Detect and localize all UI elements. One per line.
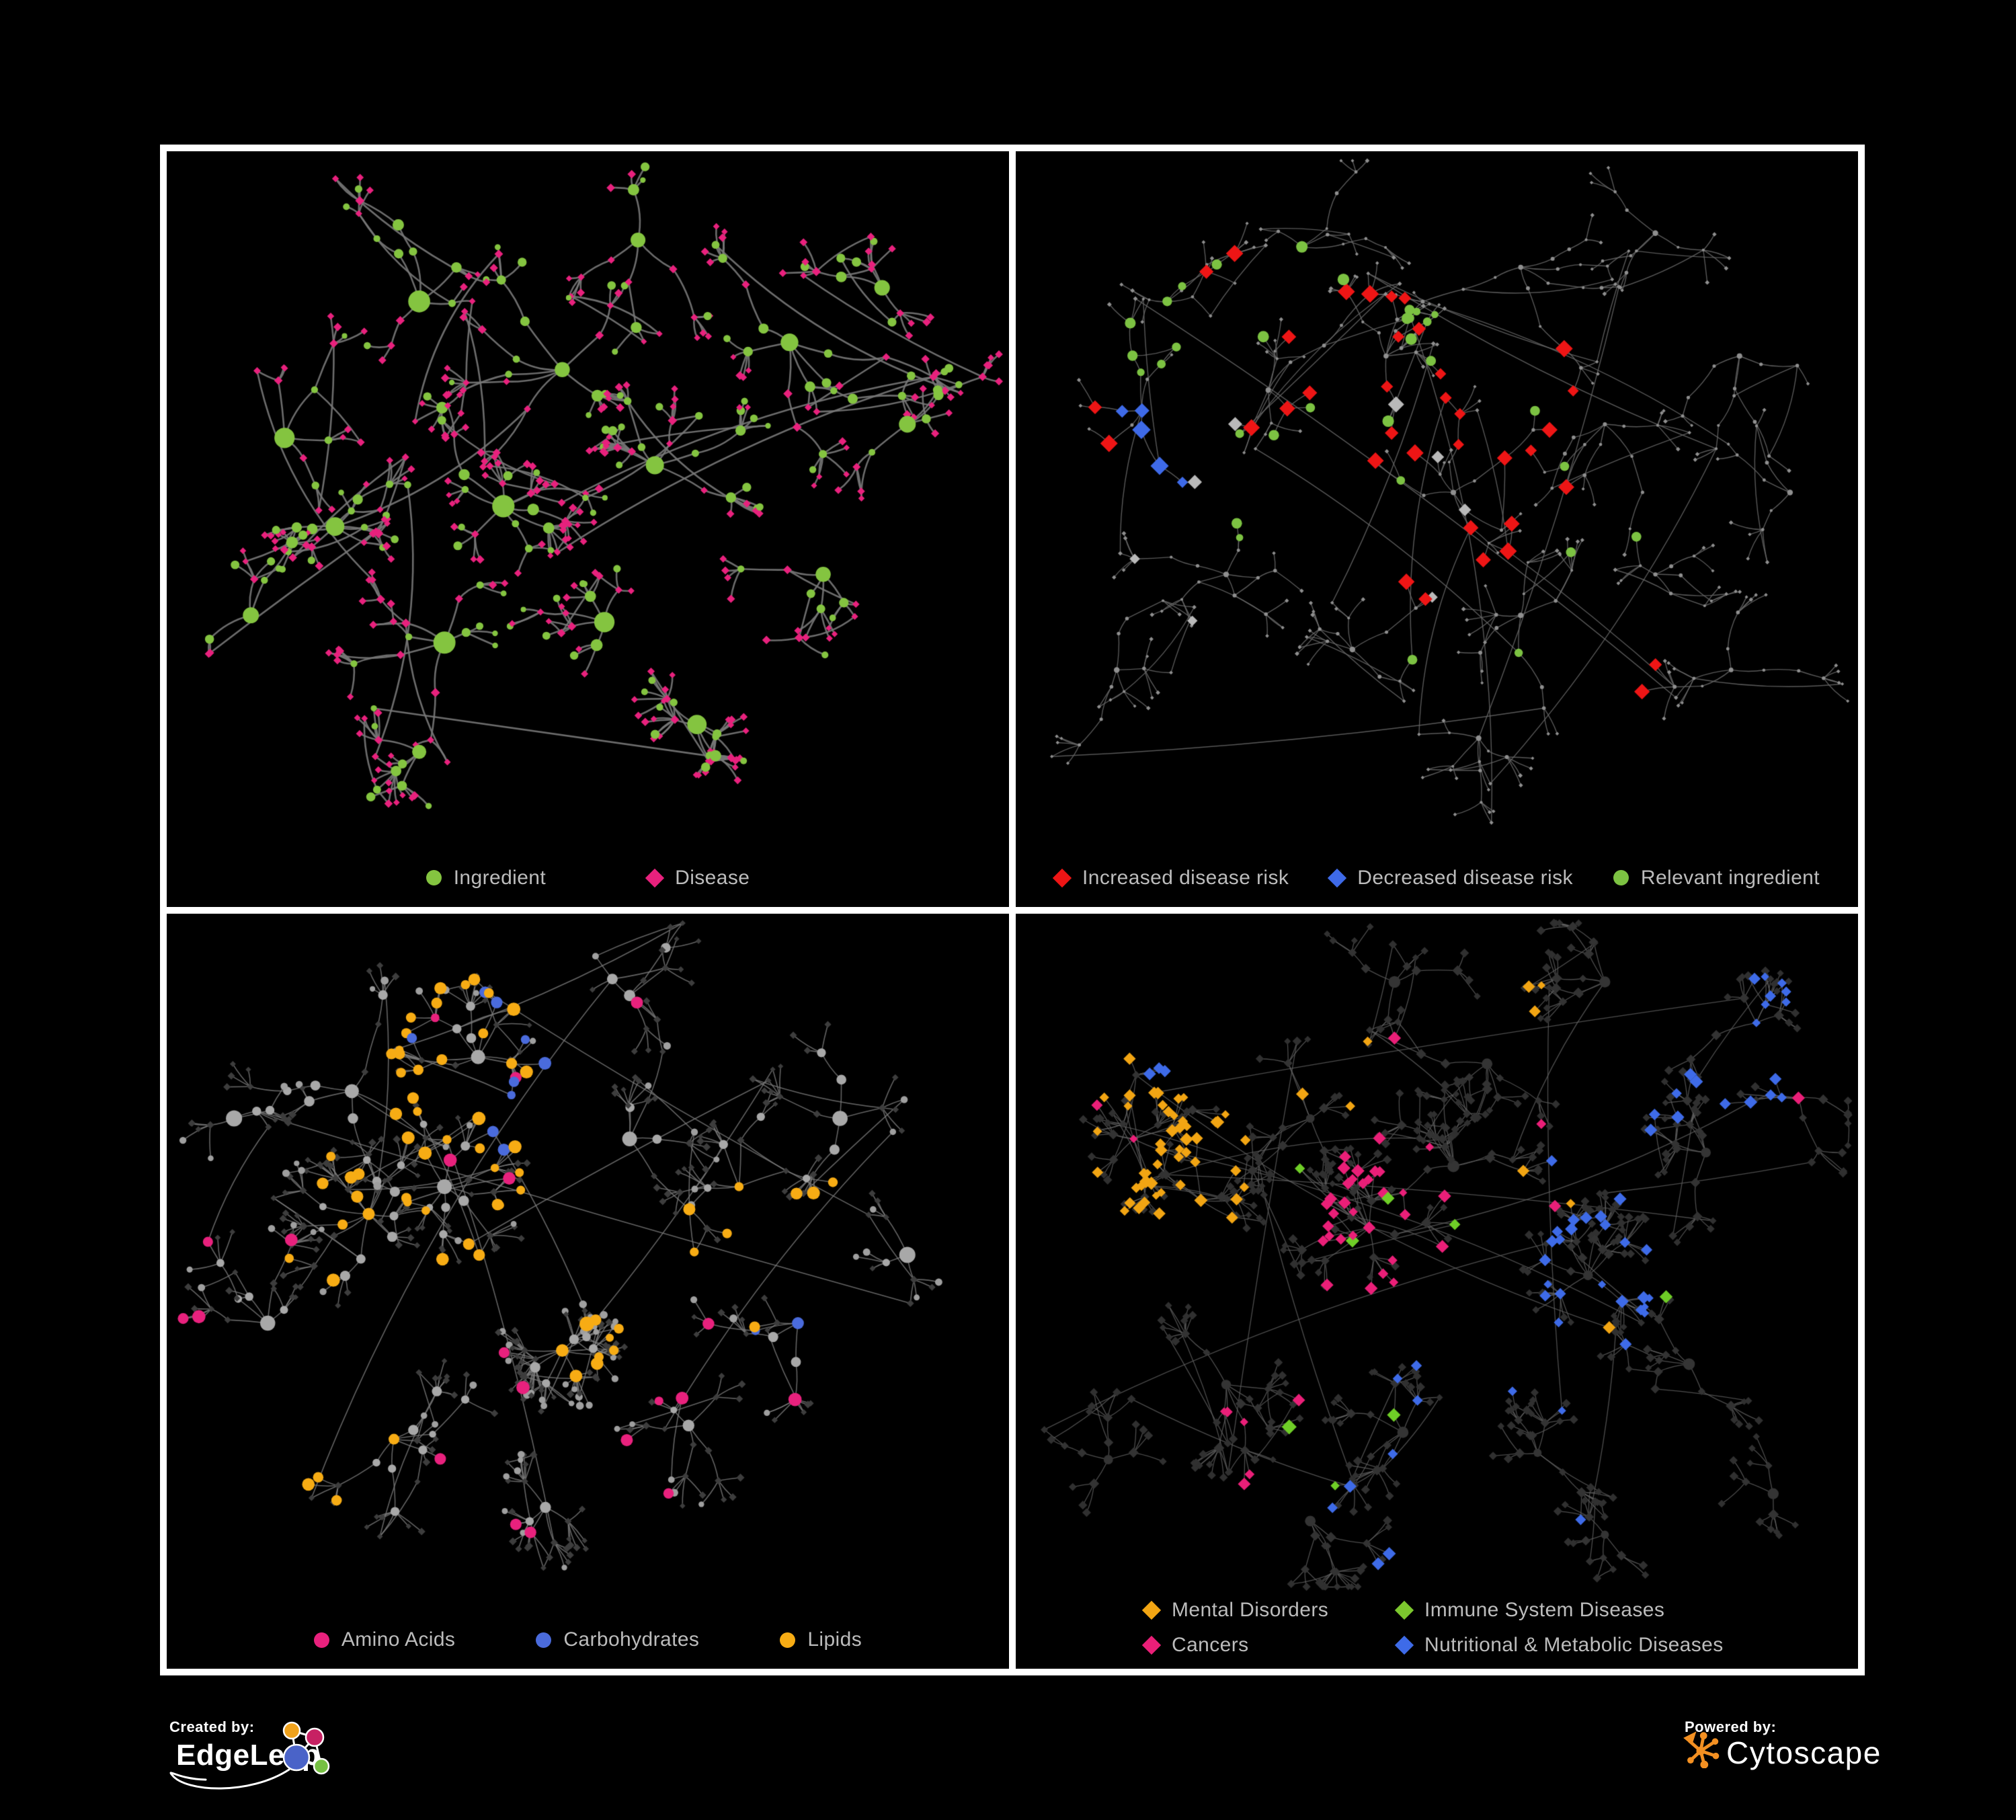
- cytoscape-logo-icon: [1683, 1731, 1720, 1768]
- edgeleap-node-crimson: [305, 1727, 325, 1747]
- network-canvas-disease-category: [1016, 913, 1857, 1596]
- panel-nutrient-class: Amino Acids Carbohydrates Lipids: [167, 913, 1009, 1669]
- legend-disease-risk: Increased disease risk Decreased disease…: [1016, 867, 1858, 889]
- legend-label: Relevant ingredient: [1640, 866, 1820, 889]
- legend-item: Carbohydrates: [536, 1628, 699, 1651]
- network-canvas-nutrient-class: [167, 913, 1008, 1596]
- powered-by-label: Powered by:: [1685, 1718, 1777, 1735]
- legend-item: Lipids: [780, 1628, 862, 1651]
- legend-item: Immune System Diseases: [1394, 1599, 1724, 1622]
- legend-ingredient-disease: Ingredient Disease: [167, 867, 1009, 889]
- legend-item: Amino Acids: [313, 1628, 456, 1651]
- legend-label: Disease: [675, 866, 750, 889]
- mental-disorders-marker: [1141, 1600, 1162, 1620]
- cancers-marker: [1141, 1635, 1162, 1655]
- edgeleap-credit: Created by: EdgeLeap: [169, 1718, 452, 1819]
- decreased-risk-marker: [1328, 868, 1347, 887]
- edgeleap-node-orange: [282, 1721, 301, 1740]
- legend-label: Cancers: [1172, 1634, 1249, 1656]
- legend-label: Mental Disorders: [1172, 1599, 1329, 1621]
- legend-label: Immune System Diseases: [1424, 1599, 1665, 1621]
- edgeleap-logo-graphic: [169, 1721, 330, 1790]
- legend-item: Increased disease risk: [1052, 866, 1289, 889]
- edgeleap-node-green: [313, 1757, 330, 1775]
- lipids-marker: [780, 1632, 796, 1648]
- legend-label: Increased disease risk: [1082, 866, 1289, 889]
- amino-acids-marker: [313, 1632, 329, 1648]
- cytoscape-icon-nodes: [1683, 1731, 1720, 1768]
- legend-label: Ingredient: [453, 866, 547, 889]
- legend-item: Nutritional & Metabolic Diseases: [1394, 1634, 1724, 1657]
- legend-label: Decreased disease risk: [1357, 866, 1573, 889]
- panel-disease-risk: Increased disease risk Decreased disease…: [1016, 151, 1858, 907]
- network-canvas-disease-risk: [1016, 151, 1857, 834]
- legend-item: Relevant ingredient: [1613, 867, 1820, 889]
- legend-nutrient-class: Amino Acids Carbohydrates Lipids: [167, 1628, 1009, 1651]
- increased-risk-marker: [1052, 868, 1072, 887]
- figure-grid: Ingredient Disease Increased disease ris…: [160, 145, 1865, 1675]
- cytoscape-logo-text: Cytoscape: [1726, 1735, 1882, 1770]
- ingredient-marker: [426, 870, 442, 885]
- legend-item: Disease: [645, 866, 750, 889]
- network-canvas-ingredient-disease: [167, 151, 1008, 834]
- legend-item: Mental Disorders: [1141, 1599, 1396, 1622]
- edgeleap-node-blue: [282, 1743, 311, 1772]
- legend-item: Ingredient: [426, 867, 546, 889]
- legend-item: Cancers: [1141, 1634, 1396, 1657]
- immune-system-diseases-marker: [1394, 1600, 1414, 1620]
- carbohydrates-marker: [536, 1632, 552, 1648]
- legend-disease-category: Mental Disorders Immune System Diseases …: [1141, 1599, 1724, 1657]
- panel-disease-category: Mental Disorders Immune System Diseases …: [1016, 913, 1858, 1669]
- nutritional-metabolic-diseases-marker: [1394, 1635, 1414, 1655]
- created-by-label: Created by:: [169, 1718, 255, 1735]
- legend-label: Nutritional & Metabolic Diseases: [1424, 1634, 1724, 1656]
- legend-label: Carbohydrates: [563, 1628, 700, 1651]
- cytoscape-credit: Powered by: Cytoscape: [1683, 1718, 1900, 1799]
- legend-label: Amino Acids: [341, 1628, 456, 1651]
- legend-item: Decreased disease risk: [1328, 866, 1573, 889]
- disease-marker: [645, 868, 665, 887]
- relevant-ingredient-marker: [1613, 870, 1629, 885]
- edgeleap-swoosh: [169, 1768, 290, 1790]
- legend-label: Lipids: [807, 1628, 862, 1651]
- panel-ingredient-disease: Ingredient Disease: [167, 151, 1009, 907]
